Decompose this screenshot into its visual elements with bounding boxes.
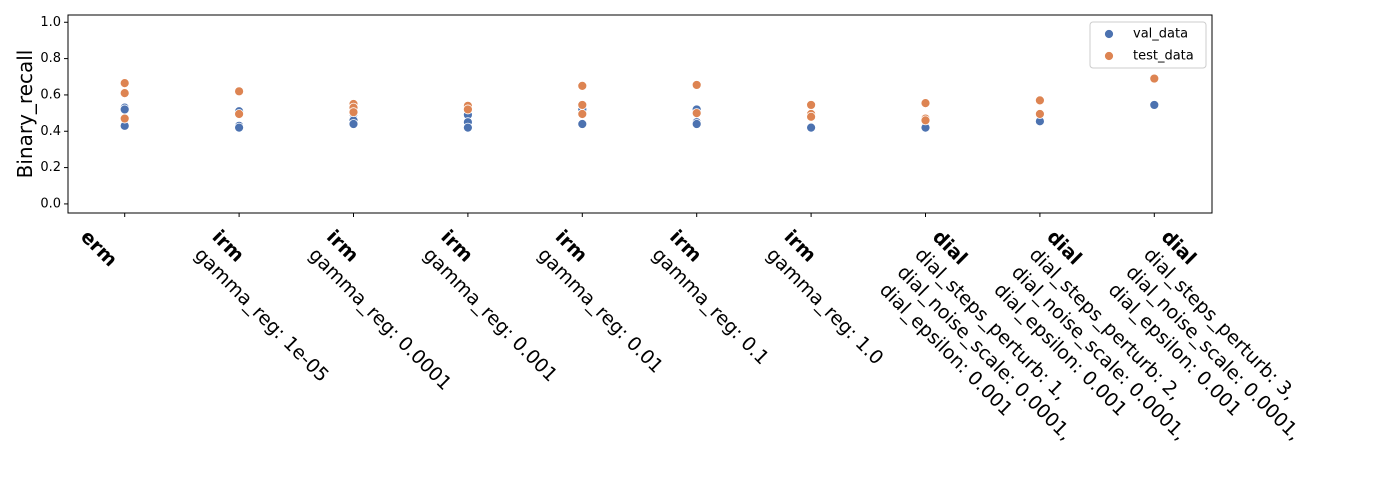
point (691, 80, 702, 90)
y-tick-label: 0.4 (40, 124, 61, 139)
legend-marker (1104, 51, 1114, 61)
point (691, 119, 702, 129)
point (577, 119, 588, 129)
point (462, 104, 473, 115)
point (920, 115, 931, 126)
point (1149, 100, 1160, 110)
y-tick-label: 0.8 (40, 51, 61, 66)
y-tick-label: 0.2 (40, 160, 61, 175)
point (462, 122, 473, 133)
point (691, 108, 702, 118)
point (234, 109, 245, 119)
legend-label: val_data (1133, 27, 1188, 42)
point (119, 104, 130, 115)
y-tick-label: 0.0 (40, 196, 61, 211)
point (577, 109, 588, 119)
y-tick-label: 1.0 (40, 15, 61, 30)
point (577, 100, 588, 110)
x-tick-label-group: erm (76, 226, 121, 271)
point (1035, 95, 1045, 106)
point (1149, 73, 1160, 84)
point (806, 100, 816, 110)
point (119, 88, 130, 99)
legend-marker (1104, 29, 1114, 39)
point (348, 119, 359, 129)
x-tick-label: erm (76, 226, 121, 271)
point (119, 78, 130, 89)
x-tick-label: gamma_reg: 0.01 (533, 244, 667, 378)
x-tick-label: gamma_reg: 1.0 (762, 244, 888, 370)
plot-frame (67, 14, 1213, 214)
point (348, 107, 359, 118)
point (234, 122, 245, 133)
point (119, 113, 130, 124)
point (234, 86, 245, 97)
y-axis-label: Binary_recall (13, 50, 37, 179)
point (806, 111, 816, 122)
legend-label: test_data (1133, 49, 1194, 64)
point (1035, 109, 1045, 119)
x-tick-label: gamma_reg: 0.1 (648, 244, 774, 370)
point (920, 98, 931, 109)
y-tick-label: 0.6 (40, 87, 61, 102)
point (577, 80, 588, 91)
legend-box (1089, 21, 1207, 69)
point (806, 122, 816, 133)
